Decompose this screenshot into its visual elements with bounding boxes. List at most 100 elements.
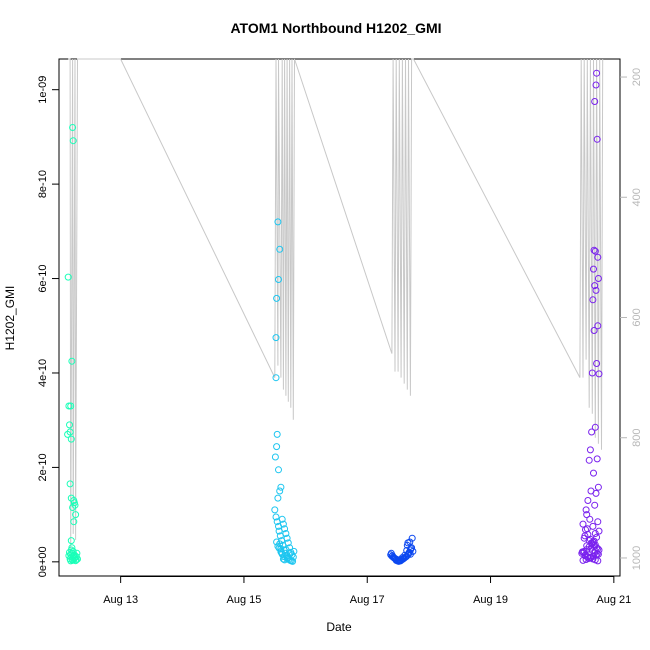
data-point: [595, 370, 603, 378]
y-tick-label: 0e+00: [37, 546, 49, 577]
x-axis-label: Date: [326, 620, 352, 634]
depth-line-layer: [68, 58, 604, 553]
data-point: [406, 550, 414, 558]
right-tick-label: 1000: [631, 546, 643, 570]
data-point: [591, 501, 599, 509]
data-point: [286, 550, 294, 558]
data-point: [274, 542, 282, 550]
data-point: [391, 555, 399, 562]
data-point: [591, 423, 599, 431]
data-point: [276, 487, 284, 495]
data-point: [67, 435, 75, 443]
data-point: [593, 69, 601, 77]
data-point: [584, 497, 592, 504]
data-point: [272, 334, 280, 342]
data-point: [275, 276, 282, 283]
data-points-layer: [64, 69, 603, 565]
data-point: [274, 494, 282, 502]
data-point: [272, 374, 280, 382]
y-tick-label: 2e-10: [37, 453, 49, 481]
data-point: [274, 218, 282, 226]
data-point: [273, 430, 281, 438]
data-point: [273, 443, 281, 451]
data-point: [583, 511, 591, 519]
data-point: [273, 538, 281, 546]
data-point: [593, 360, 601, 367]
data-point: [594, 483, 602, 491]
data-point: [398, 554, 406, 562]
y-tick-label: 6e-10: [37, 264, 49, 292]
data-point: [579, 520, 587, 528]
data-point: [277, 548, 285, 556]
data-point: [64, 273, 72, 281]
data-point: [588, 428, 596, 436]
data-point: [72, 557, 80, 565]
x-tick-label: Aug 21: [596, 594, 631, 606]
right-tick-label: 600: [631, 308, 643, 326]
depth-line: [68, 58, 604, 553]
data-point: [591, 247, 599, 255]
data-point: [271, 506, 279, 514]
data-point: [289, 557, 297, 565]
data-point: [595, 527, 603, 535]
data-point: [590, 469, 597, 477]
data-point: [593, 533, 601, 541]
x-tick-label: Aug 17: [350, 594, 385, 606]
data-point: [72, 511, 80, 519]
data-point: [69, 124, 77, 131]
data-point: [593, 135, 601, 143]
data-point: [69, 137, 77, 145]
data-point: [586, 553, 594, 561]
data-point: [273, 294, 281, 302]
chart-title: ATOM1 Northbound H1202_GMI: [230, 20, 441, 36]
data-point: [277, 483, 285, 491]
data-point: [67, 537, 75, 545]
data-point: [66, 421, 73, 429]
right-tick-label: 200: [631, 68, 643, 86]
data-point: [578, 548, 586, 556]
x-axis: Aug 13 Aug 15 Aug 17 Aug 19 Aug 21: [103, 576, 631, 606]
data-point: [272, 513, 280, 521]
x-tick-label: Aug 15: [227, 594, 262, 606]
data-point: [591, 547, 599, 555]
data-point: [276, 532, 284, 540]
data-point: [589, 522, 597, 530]
y-tick-label: 1e-09: [37, 76, 49, 104]
data-point: [592, 489, 600, 497]
data-point: [275, 522, 282, 530]
data-point: [408, 534, 416, 542]
data-point: [67, 402, 75, 410]
data-point: [64, 430, 72, 438]
data-point: [271, 453, 279, 461]
data-point: [66, 480, 74, 488]
data-point: [591, 282, 599, 290]
data-point: [278, 549, 286, 557]
y-axis: 0e+00 2e-10 4e-10 6e-10 8e-10 1e-09: [37, 76, 59, 577]
data-point: [590, 327, 598, 334]
data-point: [283, 555, 291, 562]
data-point: [594, 275, 602, 282]
data-point: [593, 455, 601, 463]
data-point: [69, 504, 77, 511]
data-point: [284, 554, 292, 562]
y-tick-label: 8e-10: [37, 170, 49, 198]
data-point: [404, 539, 412, 547]
data-point: [591, 530, 599, 537]
data-point: [68, 357, 76, 365]
data-point: [589, 296, 597, 304]
data-point: [594, 518, 602, 526]
data-point: [70, 518, 78, 526]
right-tick-label: 400: [631, 188, 643, 206]
data-point: [592, 286, 600, 294]
data-point: [71, 501, 79, 509]
data-point: [275, 466, 282, 474]
data-point: [591, 98, 599, 105]
data-point: [586, 446, 594, 454]
x-tick-label: Aug 13: [103, 594, 138, 606]
data-point: [590, 246, 598, 254]
data-point: [586, 515, 594, 523]
data-point: [273, 518, 281, 526]
data-point: [590, 265, 597, 273]
data-point: [69, 547, 77, 555]
